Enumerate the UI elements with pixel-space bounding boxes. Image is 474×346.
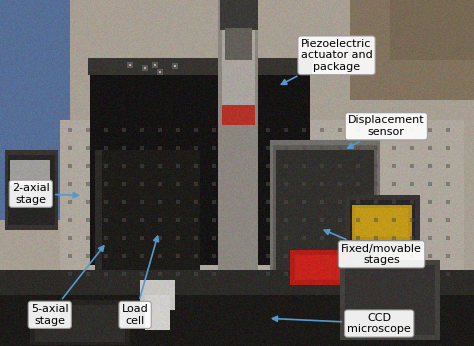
Text: CCD
microscope: CCD microscope <box>273 313 411 334</box>
Text: Fixed/movable
stages: Fixed/movable stages <box>324 230 422 265</box>
Text: 2-axial
stage: 2-axial stage <box>12 183 78 204</box>
Text: Displacement
sensor: Displacement sensor <box>348 116 425 148</box>
Text: 5-axial
stage: 5-axial stage <box>31 246 104 326</box>
Text: Piezoelectric
actuator and
package: Piezoelectric actuator and package <box>282 39 373 84</box>
Text: Load
cell: Load cell <box>122 236 158 326</box>
